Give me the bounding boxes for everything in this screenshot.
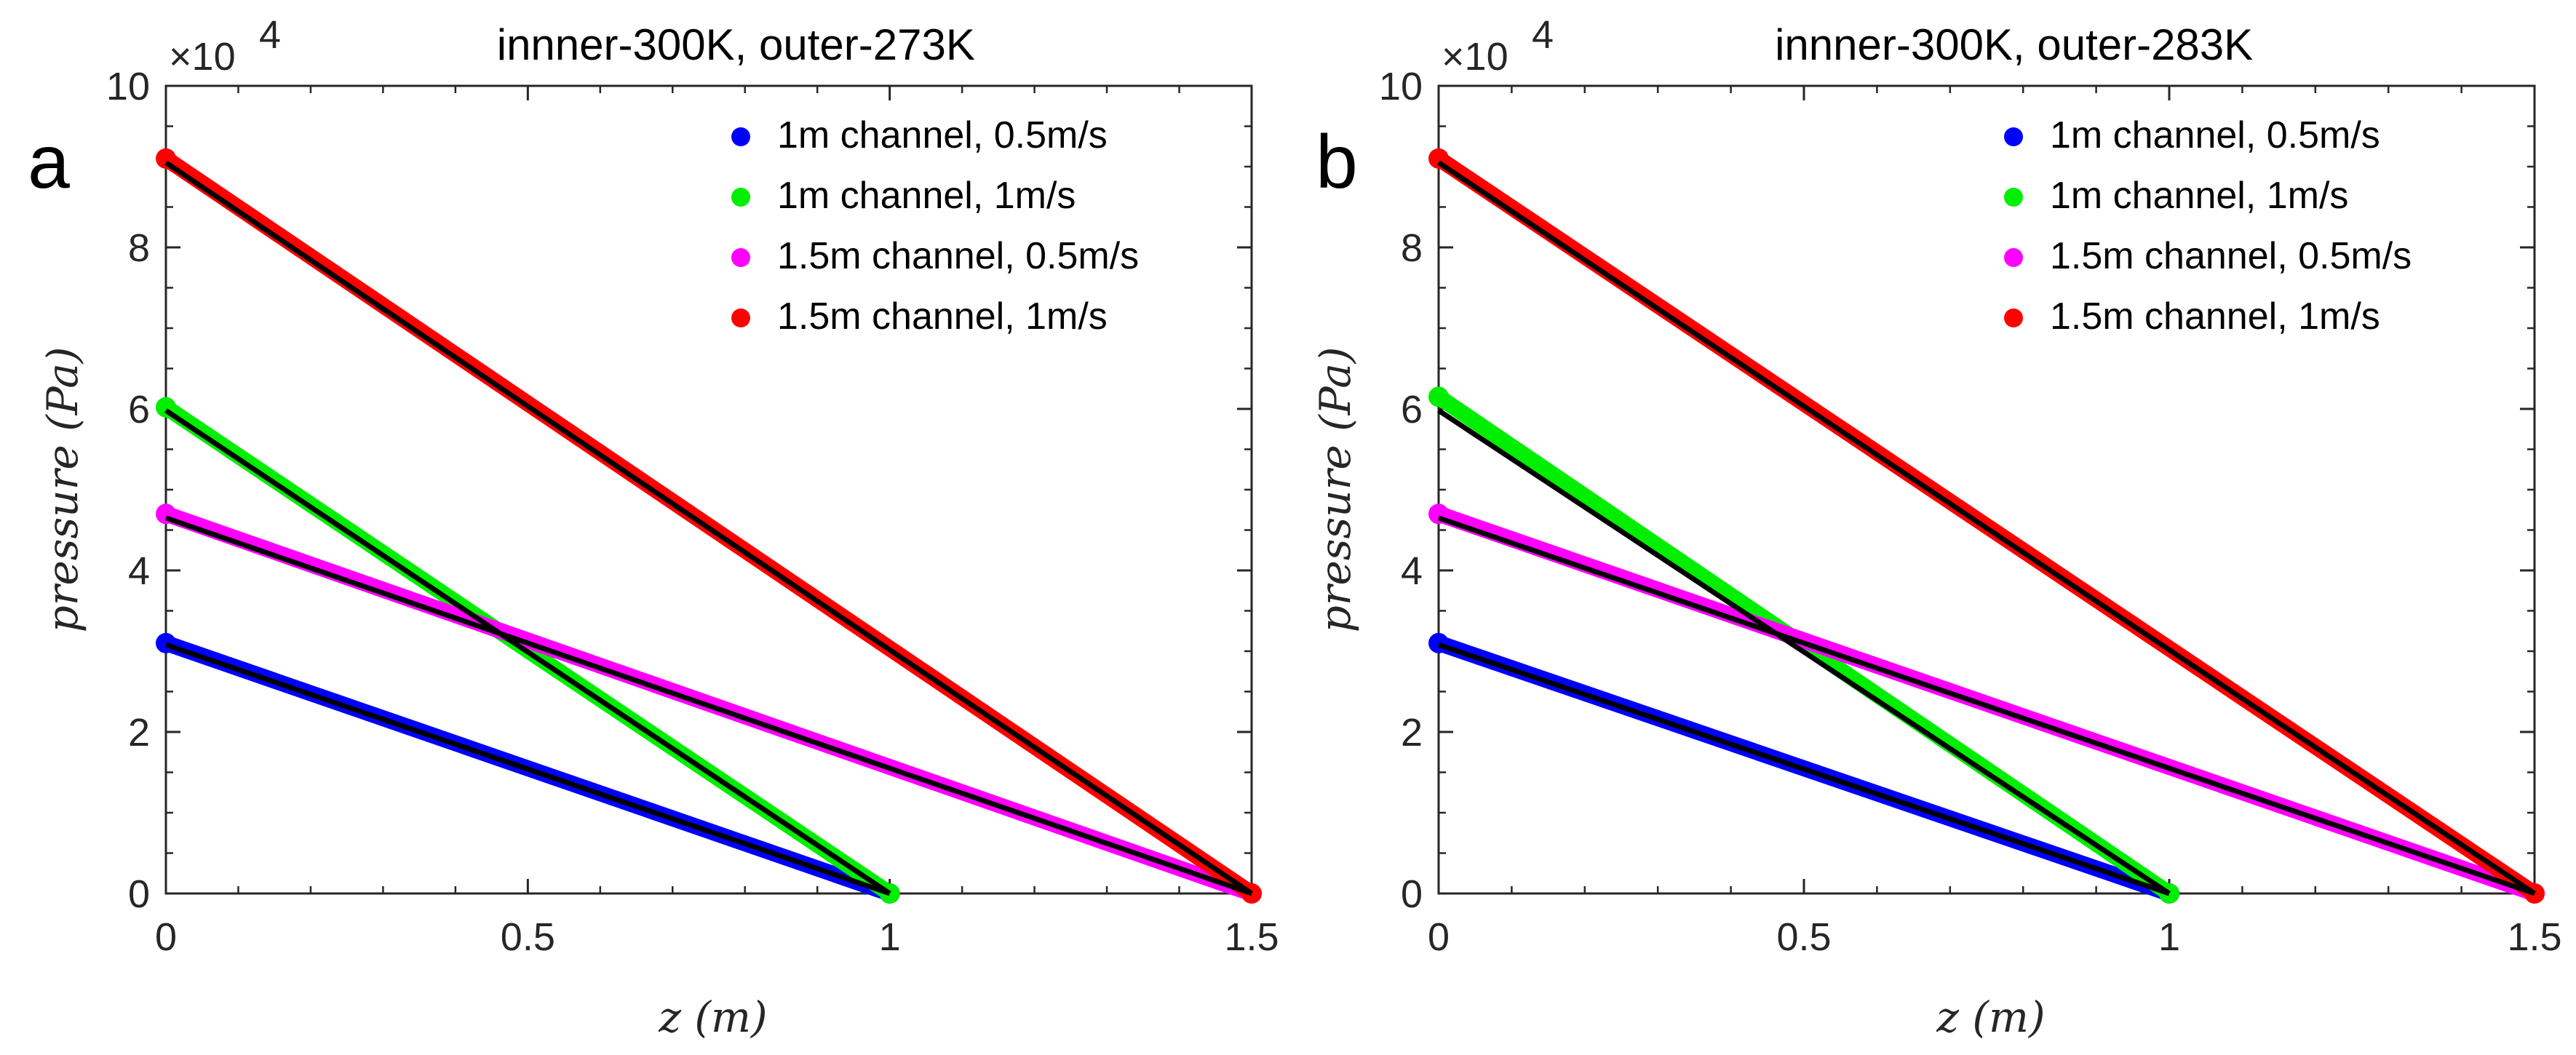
series-0-start-point [156,632,176,653]
y-tick-label: 4 [128,549,150,593]
legend: 1m channel, 0.5m/s 1m channel, 1m/s 1.5m c… [2004,114,2412,338]
legend-label-2: 1.5m channel, 0.5m/s [777,235,1139,277]
legend-marker-1 [731,188,750,207]
panel-letter: b [1316,120,1358,204]
legend-marker-0 [2004,127,2023,146]
series-1-start-point [1428,386,1449,407]
chart-title: innner-300K, outer-283K [1775,20,2253,69]
x-axis-label: z (m) [1936,992,2045,1042]
series-group [1428,148,2545,904]
series-3-fit-line [1437,160,2536,896]
y-tick-label: 10 [1379,65,1423,108]
legend-label-0: 1m channel, 0.5m/s [777,114,1108,156]
y-tick-label: 0 [128,872,150,916]
series-1-fit-line [1437,408,2171,896]
x-tick-label: 0.5 [1776,915,1831,959]
panel-b: 0 0.5 1 1.5 0 2 4 6 8 10 ×10 4 innner-300K, outer-28… [1311,13,2562,1042]
y-exponent-power: 4 [259,13,281,57]
y-tick-label: 0 [1401,872,1423,916]
plot-area [164,84,1253,895]
legend-marker-0 [731,127,750,146]
x-tick-label: 0 [1428,915,1450,959]
legend-marker-2 [2004,248,2023,267]
y-tick-label: 6 [128,388,150,431]
legend-label-0: 1m channel, 0.5m/s [2050,114,2380,156]
x-axis-label: z (m) [658,992,767,1042]
y-tick-label: 8 [128,226,150,270]
y-axis-label: pressure (Pa) [1311,347,1360,633]
series-2-fit-line [164,515,1253,896]
legend: 1m channel, 0.5m/s 1m channel, 1m/s 1.5m c… [731,114,1139,338]
series-3-fit-line [164,160,1253,896]
series-0-fit-line [1437,642,2171,896]
series-2-fit-line [1437,515,2536,896]
legend-label-1: 1m channel, 1m/s [777,175,1076,217]
y-tick-label: 10 [106,65,150,108]
series-group [156,148,1262,904]
series-1-fit-line [164,408,891,896]
y-exponent-label: ×10 [1442,35,1508,79]
x-tick-label: 1 [879,915,901,959]
series-0-fit-line [164,642,891,896]
y-tick-label: 2 [1401,711,1423,755]
legend-marker-2 [731,248,750,267]
y-tick-label: 4 [1401,549,1423,593]
legend-marker-3 [731,308,750,327]
y-exponent-power: 4 [1532,13,1554,57]
series-0-start-point [1428,632,1449,653]
x-tick-label: 1 [2158,915,2180,959]
x-tick-label: 0.5 [501,915,555,959]
legend-label-1: 1m channel, 1m/s [2050,175,2348,217]
chart-title: innner-300K, outer-273K [497,20,975,69]
y-tick-label: 6 [1401,388,1423,431]
legend-label-3: 1.5m channel, 1m/s [777,295,1108,338]
y-axis-label: pressure (Pa) [38,347,87,633]
y-tick-label: 2 [128,711,150,755]
plot-area [1437,84,2536,895]
panel-a: 0 0.5 1 1.5 0 2 4 6 8 10 ×10 4 innner-300K, outer-27… [28,13,1279,1042]
y-exponent-label: ×10 [169,35,236,79]
x-tick-label: 1.5 [1224,915,1279,959]
legend-label-3: 1.5m channel, 1m/s [2050,295,2380,338]
panel-letter: a [28,120,70,204]
legend-label-2: 1.5m channel, 0.5m/s [2050,235,2412,277]
legend-marker-1 [2004,188,2023,207]
y-tick-label: 8 [1401,226,1423,270]
legend-marker-3 [2004,308,2023,327]
x-tick-label: 1.5 [2507,915,2561,959]
x-tick-label: 0 [155,915,177,959]
